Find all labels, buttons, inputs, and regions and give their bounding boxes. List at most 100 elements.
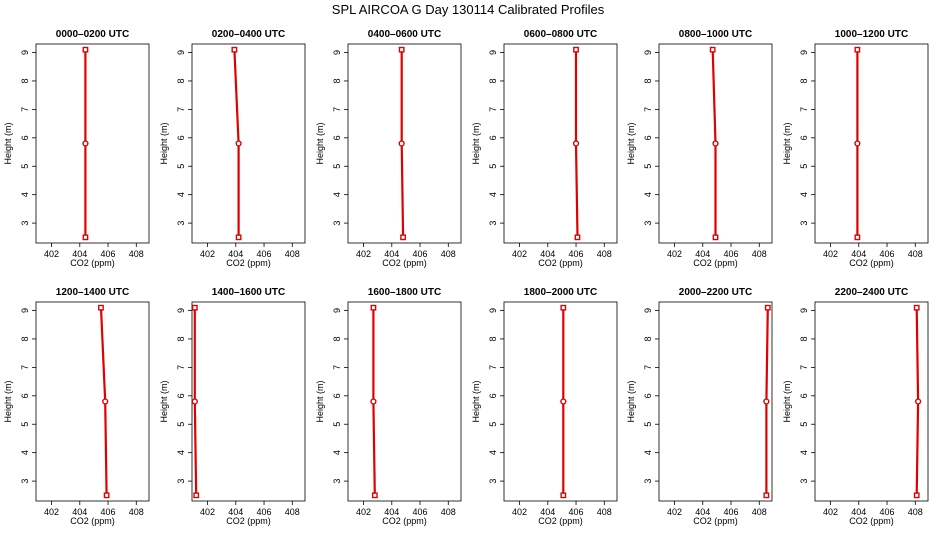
profile-point — [191, 398, 198, 405]
y-tick-label: 3 — [799, 479, 809, 484]
profile-point — [82, 46, 89, 53]
profile-point — [763, 492, 770, 499]
panel-title: 1200–1400 UTC — [56, 287, 129, 298]
x-tick-label: 404 — [695, 249, 710, 259]
y-tick-label: 9 — [20, 308, 30, 313]
y-tick-label: 4 — [643, 192, 653, 197]
profile-point — [235, 140, 242, 147]
profile-panel: 1200–1400 UTC 402 404 406 408 3 4 5 6 7 8 9 CO2 (ppm… — [3, 287, 150, 526]
y-tick-label: 4 — [488, 192, 498, 197]
y-tick-label: 8 — [643, 336, 653, 341]
y-tick-label: 4 — [20, 192, 30, 197]
y-tick-label: 7 — [643, 107, 653, 112]
panel-title: 0600–0800 UTC — [524, 29, 597, 40]
x-tick-label: 408 — [129, 249, 144, 259]
profile-point — [573, 46, 579, 53]
x-tick-label: 402 — [356, 249, 371, 259]
y-tick-label: 7 — [176, 365, 186, 370]
panel-title: 2200–2400 UTC — [835, 287, 908, 298]
y-tick-label: 3 — [332, 479, 342, 484]
y-tick-label: 7 — [20, 107, 30, 112]
profile-panel: 1600–1800 UTC 402 404 406 408 3 4 5 6 7 8 9 CO2 (ppm… — [315, 287, 462, 526]
profile-point — [235, 234, 242, 241]
profile-point — [98, 304, 104, 311]
profile-panel: 1000–1200 UTC 402 404 406 408 3 4 5 6 7 8 9 CO2 (ppm… — [782, 29, 929, 268]
panels-container: 0000–0200 UTC 402 404 406 408 3 4 5 6 7 8 9 CO2 (ppm… — [3, 29, 929, 526]
y-tick-label: 6 — [176, 393, 186, 398]
x-tick-label: 406 — [724, 507, 739, 517]
y-tick-label: 3 — [20, 221, 30, 226]
x-axis-label: CO2 (ppm) — [382, 516, 427, 526]
plot-frame — [658, 301, 773, 502]
x-tick-label: 406 — [880, 249, 895, 259]
y-tick-label: 4 — [643, 450, 653, 455]
x-axis-label: CO2 (ppm) — [693, 258, 738, 268]
y-tick-label: 7 — [799, 365, 809, 370]
profile-point — [371, 492, 378, 499]
profile-point — [574, 234, 581, 241]
y-tick-label: 3 — [643, 221, 653, 226]
y-tick-label: 9 — [488, 308, 498, 313]
x-tick-label: 406 — [257, 249, 272, 259]
profile-point — [370, 304, 377, 311]
y-tick-label: 8 — [176, 78, 186, 83]
y-tick-label: 6 — [799, 135, 809, 140]
y-tick-label: 4 — [176, 192, 186, 197]
x-tick-label: 404 — [540, 249, 555, 259]
x-tick-label: 404 — [540, 507, 555, 517]
y-tick-label: 7 — [20, 365, 30, 370]
y-tick-label: 5 — [20, 422, 30, 427]
y-tick-label: 4 — [332, 450, 342, 455]
y-axis-label: Height (m) — [159, 380, 169, 422]
profile-point — [103, 492, 110, 499]
y-tick-label: 7 — [643, 365, 653, 370]
x-tick-label: 406 — [413, 249, 428, 259]
profile-point — [854, 140, 861, 147]
y-tick-label: 9 — [332, 308, 342, 313]
profile-point — [854, 234, 861, 241]
profile-point — [913, 304, 920, 311]
y-tick-label: 5 — [332, 164, 342, 169]
y-tick-label: 6 — [20, 393, 30, 398]
plot-frame — [191, 43, 306, 244]
x-tick-label: 406 — [257, 507, 272, 517]
x-tick-label: 402 — [44, 507, 59, 517]
plot-frame — [503, 43, 618, 244]
y-tick-label: 6 — [488, 393, 498, 398]
profile-point — [854, 46, 861, 53]
y-tick-label: 3 — [20, 479, 30, 484]
x-tick-label: 402 — [512, 507, 527, 517]
profile-point — [191, 304, 198, 311]
y-tick-label: 9 — [176, 50, 186, 55]
y-tick-label: 6 — [332, 393, 342, 398]
panel-title: 0200–0400 UTC — [212, 29, 285, 40]
x-tick-label: 408 — [129, 507, 144, 517]
y-tick-label: 9 — [488, 50, 498, 55]
y-tick-label: 9 — [799, 308, 809, 313]
x-tick-label: 402 — [200, 507, 215, 517]
x-tick-label: 404 — [384, 249, 399, 259]
y-axis-label: Height (m) — [3, 122, 13, 164]
y-tick-label: 3 — [643, 479, 653, 484]
y-axis-label: Height (m) — [782, 122, 792, 164]
x-tick-label: 402 — [823, 507, 838, 517]
profile-point — [370, 398, 377, 405]
profile-point — [400, 234, 406, 241]
panel-title: 2000–2200 UTC — [679, 287, 752, 298]
profile-point — [82, 234, 89, 241]
y-tick-label: 4 — [332, 192, 342, 197]
profile-panel: 1800–2000 UTC 402 404 406 408 3 4 5 6 7 8 9 CO2 (ppm… — [471, 287, 618, 526]
panel-title: 0800–1000 UTC — [679, 29, 752, 40]
y-tick-label: 6 — [643, 135, 653, 140]
x-tick-label: 408 — [285, 507, 300, 517]
profile-panel: 2000–2200 UTC 402 404 406 408 3 4 5 6 7 8 9 CO2 (ppm… — [626, 287, 773, 526]
x-tick-label: 402 — [44, 249, 59, 259]
y-tick-label: 8 — [332, 336, 342, 341]
x-axis-label: CO2 (ppm) — [538, 516, 583, 526]
panel-title: 0000–0200 UTC — [56, 29, 129, 40]
x-tick-label: 408 — [597, 249, 612, 259]
profile-point — [398, 46, 405, 53]
x-tick-label: 406 — [569, 507, 584, 517]
y-tick-label: 5 — [799, 422, 809, 427]
plot-frame — [347, 301, 462, 502]
